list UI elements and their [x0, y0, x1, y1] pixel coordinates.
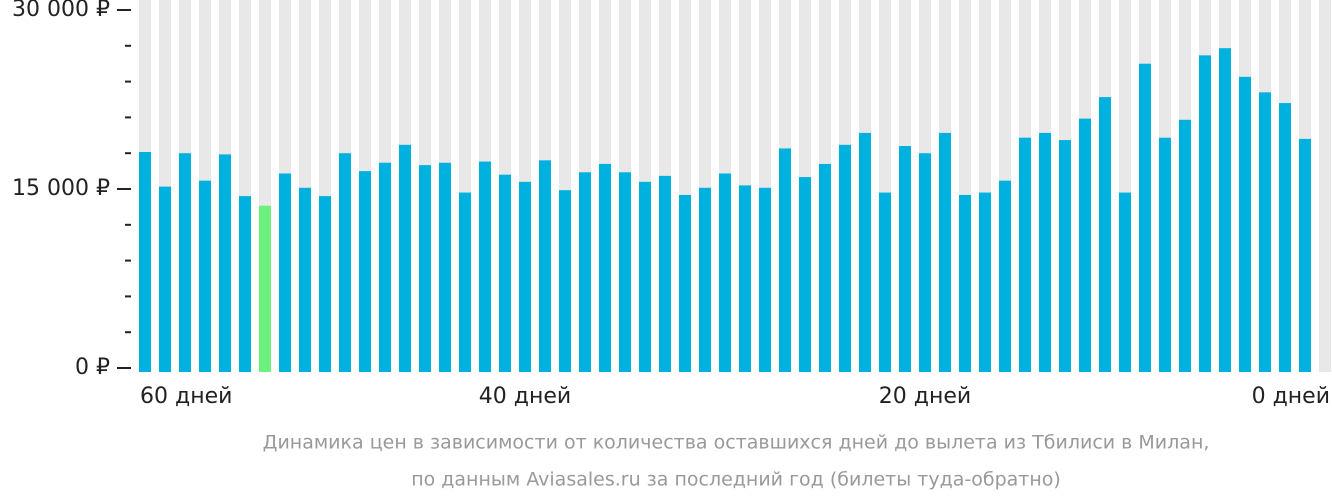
bar [539, 160, 551, 372]
bar [1059, 140, 1071, 372]
y-tick-label: 15 000 ₽ [12, 176, 110, 201]
bar [339, 153, 351, 372]
bar [979, 192, 991, 372]
bar [739, 185, 751, 372]
bar [1239, 76, 1251, 373]
bar [139, 152, 151, 372]
bar [179, 153, 191, 372]
bar [279, 173, 291, 372]
bar [499, 174, 511, 372]
bar [239, 196, 251, 372]
bar [359, 171, 371, 372]
bar [399, 144, 411, 372]
bar [899, 146, 911, 372]
bar [579, 172, 591, 372]
caption: по данным Aviasales.ru за последний год … [411, 469, 1061, 491]
bar [319, 196, 331, 372]
bar [939, 132, 951, 372]
bar [599, 163, 611, 372]
bar [519, 181, 531, 372]
bar [819, 163, 831, 372]
bar [679, 194, 691, 372]
bar [659, 175, 671, 372]
bar [1099, 97, 1111, 372]
x-tick-label: 40 дней [479, 384, 571, 409]
bar [959, 194, 971, 372]
bar [1019, 137, 1031, 372]
bar [1179, 119, 1191, 372]
bar [459, 192, 471, 372]
bar [1299, 138, 1311, 372]
bar [439, 162, 451, 372]
x-tick-label: 60 дней [140, 384, 232, 409]
bar [419, 165, 431, 372]
bar [1039, 132, 1051, 372]
bar [1139, 63, 1151, 372]
bar [379, 162, 391, 372]
bar [919, 153, 931, 372]
bar [839, 144, 851, 372]
column-bg [1319, 0, 1331, 372]
bar [1119, 192, 1131, 372]
x-tick-label: 20 дней [879, 384, 971, 409]
bar [299, 187, 311, 372]
bar [639, 181, 651, 372]
x-tick-label: 0 дней [1252, 384, 1330, 409]
bar [199, 180, 211, 372]
bar [799, 177, 811, 372]
bar [1199, 55, 1211, 372]
y-tick-label: 0 ₽ [75, 355, 110, 380]
bar [219, 154, 231, 372]
bar [879, 192, 891, 372]
bar [719, 173, 731, 372]
bar [479, 161, 491, 372]
bar [1259, 92, 1271, 372]
bar [779, 148, 791, 372]
bar [759, 187, 771, 372]
bar [259, 205, 271, 372]
bar [1219, 48, 1231, 372]
caption: Динамика цен в зависимости от количества… [263, 432, 1210, 454]
bar [159, 186, 171, 372]
bar [859, 132, 871, 372]
bar [1159, 137, 1171, 372]
bar [559, 190, 571, 372]
bar [999, 180, 1011, 372]
bar [699, 187, 711, 372]
bar [619, 172, 631, 372]
bar [1079, 118, 1091, 373]
y-tick-label: 30 000 ₽ [12, 0, 110, 22]
bar [1279, 103, 1291, 372]
